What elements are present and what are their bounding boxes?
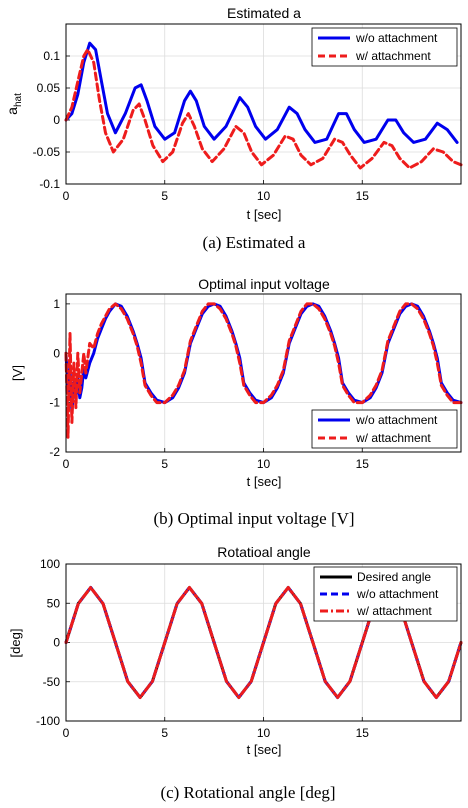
y-tick-label: 0.1 [43,49,60,63]
y-tick-label: -0.1 [39,177,60,191]
legend-label-wo-attachment: w/o attachment [355,413,438,427]
x-tick-label: 15 [356,189,370,203]
x-tick-label: 10 [257,726,271,740]
series-line-w-attachment [64,48,463,170]
chart-title: Optimal input voltage [198,276,330,292]
x-tick-label: 0 [63,457,70,471]
x-axis-label: t [sec] [247,742,282,757]
legend-label-wo-attachment: w/o attachment [356,587,439,601]
y-tick-label: -100 [36,714,60,728]
x-tick-label: 10 [257,189,271,203]
y-tick-labels: -2 -1 0 1 [49,297,60,459]
y-tick-label: -50 [43,675,61,689]
series-lines [64,302,463,439]
legend-label-desired-angle: Desired angle [357,570,431,584]
legend-label-w-attachment: w/ attachment [356,604,432,618]
y-axis-label: [deg] [8,629,23,658]
chart-rotational-angle: Rotatioal angle 0 5 10 15 -100 -50 0 50 100 t [… [8,544,463,802]
legend: w/o attachment w/ attachment [311,409,458,449]
y-tick-labels: -0.1 -0.05 0 0.05 0.1 [33,49,61,191]
y-axis-label: [V] [10,365,25,381]
legend-box [311,409,458,449]
y-tick-label: -1 [49,396,60,410]
plot-frame [65,293,462,453]
legend-box [311,27,458,67]
legend-label-w-attachment: w/ attachment [355,431,431,445]
x-tick-labels: 0 5 10 15 [63,189,370,203]
x-axis-label: t [sec] [247,207,282,222]
series-line-w-attachment [64,302,463,439]
y-tick-labels: -100 -50 0 50 100 [36,557,60,728]
series-lines [64,41,463,170]
legend: Desired angle w/o attachment w/ attachme… [313,566,458,622]
x-tick-label: 5 [161,189,168,203]
y-axis-label: ahat [4,93,24,115]
y-tick-label: -0.05 [33,145,61,159]
legend-label-wo-attachment: w/o attachment [355,31,438,45]
x-tick-label: 0 [63,726,70,740]
y-tick-label: 100 [40,557,60,571]
x-axis-label: t [sec] [247,474,282,489]
x-tick-label: 5 [161,457,168,471]
figure-caption: (a) Estimated a [203,233,306,252]
legend-label-w-attachment: w/ attachment [355,49,431,63]
x-tick-labels: 0 5 10 15 [63,726,370,740]
x-tick-label: 15 [356,457,370,471]
x-tick-labels: 0 5 10 15 [63,457,370,471]
x-tick-label: 0 [63,189,70,203]
y-tick-label: -2 [49,445,60,459]
figure-caption: (c) Rotational angle [deg] [160,783,335,802]
y-tick-label: 50 [47,596,61,610]
x-tick-label: 15 [356,726,370,740]
y-tick-label: 0 [53,636,60,650]
chart-estimated-a: Estimated a 0 5 10 15 -0.1 -0.05 0 0.05 0.1 t [… [4,5,463,252]
chart-title: Estimated a [227,5,301,21]
y-tick-label: 0 [53,113,60,127]
y-axis-label-main: a [4,107,20,115]
figure-caption: (b) Optimal input voltage [V] [153,509,354,528]
x-tick-label: 5 [161,726,168,740]
plot-frame [65,23,462,185]
y-axis-label-sub: hat [13,93,24,107]
series-line-w-o-attachment [64,41,459,144]
x-tick-label: 10 [257,457,271,471]
y-tick-label: 1 [53,297,60,311]
plot-frame [65,563,462,722]
chart-title: Rotatioal angle [217,544,311,560]
y-tick-label: 0 [53,346,60,360]
y-tick-label: 0.05 [37,81,61,95]
chart-optimal-input-voltage: Optimal input voltage 0 5 10 15 -2 -1 0 1 t [s… [10,276,463,528]
legend: w/o attachment w/ attachment [311,27,458,67]
